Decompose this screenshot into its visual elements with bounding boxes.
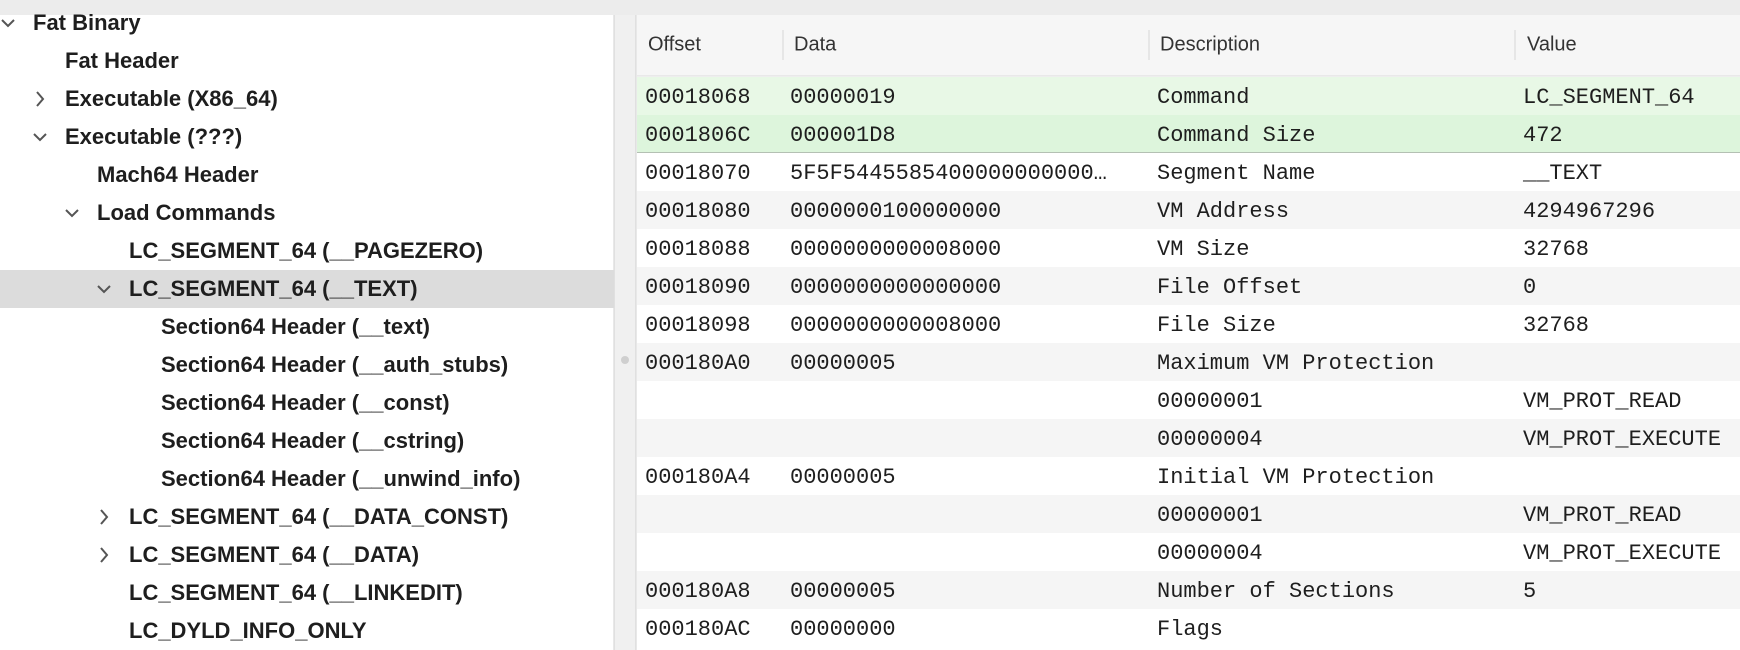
table-cell: 00018088 (645, 237, 751, 262)
table-cell: File Size (1157, 313, 1276, 338)
tree-item[interactable]: Section64 Header (__cstring) (161, 428, 464, 453)
table-cell: 000001D8 (790, 123, 896, 148)
table-cell: 32768 (1523, 313, 1589, 338)
table-header (637, 15, 1740, 76)
table-row[interactable] (637, 153, 1740, 191)
table-cell: 0000000000008000 (790, 313, 1001, 338)
tree-panel (0, 15, 614, 650)
tree-item[interactable]: Executable (X86_64) (65, 86, 278, 111)
table-cell: 00000001 (1157, 389, 1263, 414)
table-cell: 5F5F5445585400000000000… (790, 161, 1107, 186)
disclosure-chevron[interactable] (1, 19, 15, 28)
table-cell: Command (1157, 85, 1249, 110)
table-cell: __TEXT (1522, 161, 1602, 186)
split-divider[interactable] (614, 15, 636, 650)
table-row[interactable] (637, 267, 1740, 305)
tree-item[interactable]: Mach64 Header (97, 162, 259, 187)
disclosure-chevron[interactable] (33, 133, 47, 142)
table-cell: 00000004 (1157, 427, 1263, 452)
table-row[interactable] (637, 77, 1740, 115)
disclosure-chevron[interactable] (65, 209, 79, 218)
table-cell: LC_SEGMENT_64 (1523, 85, 1695, 110)
table-cell: 5 (1523, 579, 1536, 604)
column-header[interactable]: Value (1527, 33, 1577, 55)
tree-item[interactable]: Fat Header (65, 48, 179, 73)
table-cell: VM Address (1157, 199, 1289, 224)
table-cell: VM_PROT_EXECUTE (1523, 541, 1721, 566)
toolbar-strip (0, 0, 1740, 15)
column-header[interactable]: Data (794, 33, 837, 55)
table-cell: 00018070 (645, 161, 751, 186)
tree-item[interactable]: Section64 Header (__const) (161, 390, 450, 415)
table-cell: 0000000100000000 (790, 199, 1001, 224)
table-cell: 00018080 (645, 199, 751, 224)
tree-item[interactable]: Load Commands (97, 200, 275, 225)
table-cell: 32768 (1523, 237, 1589, 262)
disclosure-chevron[interactable] (97, 285, 111, 294)
table-cell: Number of Sections (1157, 579, 1395, 604)
table-cell: VM_PROT_EXECUTE (1523, 427, 1721, 452)
column-header[interactable]: Offset (648, 33, 701, 55)
table-row[interactable] (637, 343, 1740, 381)
column-header[interactable]: Description (1160, 33, 1260, 55)
table-cell: Segment Name (1157, 161, 1315, 186)
table-cell: 472 (1523, 123, 1563, 148)
table-row[interactable] (637, 457, 1740, 495)
table-cell: 00000005 (790, 579, 896, 604)
tree-item[interactable]: Executable (???) (65, 124, 242, 149)
table-cell: 00018068 (645, 85, 751, 110)
table-cell: 0000000000008000 (790, 237, 1001, 262)
table-cell: 00000004 (1157, 541, 1263, 566)
divider-handle (621, 356, 629, 364)
table-cell: 000180A0 (645, 351, 751, 376)
table-row[interactable] (637, 115, 1740, 153)
table-cell: Maximum VM Protection (1157, 351, 1434, 376)
table-cell: VM_PROT_READ (1523, 389, 1681, 414)
table-cell: 00000005 (790, 465, 896, 490)
table-row[interactable] (637, 495, 1740, 533)
table-cell: 00000019 (790, 85, 896, 110)
table-cell: VM Size (1157, 237, 1249, 262)
table-cell: 0001806C (645, 123, 751, 148)
table-cell: Initial VM Protection (1157, 465, 1434, 490)
table-cell: 00000000 (790, 617, 896, 642)
table-cell: 00000005 (790, 351, 896, 376)
disclosure-chevron[interactable] (36, 91, 45, 107)
table-cell: VM_PROT_READ (1523, 503, 1681, 528)
tree-item[interactable]: Fat Binary (33, 10, 141, 35)
tree-item[interactable]: LC_SEGMENT_64 (__PAGEZERO) (129, 238, 483, 263)
table-cell: 0 (1523, 275, 1536, 300)
tree-item[interactable]: LC_SEGMENT_64 (__DATA_CONST) (129, 504, 508, 529)
tree-item[interactable]: LC_SEGMENT_64 (__TEXT) (129, 276, 418, 301)
tree-item[interactable]: LC_DYLD_INFO_ONLY (129, 618, 367, 643)
table-row[interactable] (637, 191, 1740, 229)
table-cell: Command Size (1157, 123, 1315, 148)
table-cell: 00018098 (645, 313, 751, 338)
tree-item[interactable]: LC_SEGMENT_64 (__LINKEDIT) (129, 580, 463, 605)
tree-item[interactable]: Section64 Header (__unwind_info) (161, 466, 520, 491)
table-row[interactable] (637, 533, 1740, 571)
table-cell: 000180A4 (645, 465, 751, 490)
table-cell: 0000000000000000 (790, 275, 1001, 300)
table-cell: 00018090 (645, 275, 751, 300)
table-row[interactable] (637, 609, 1740, 647)
table-cell: 000180A8 (645, 579, 751, 604)
tree-item[interactable]: LC_SEGMENT_64 (__DATA) (129, 542, 419, 567)
disclosure-chevron[interactable] (100, 547, 109, 563)
tree-item[interactable]: Section64 Header (__text) (161, 314, 430, 339)
table-row[interactable] (637, 419, 1740, 457)
table-cell: 00000001 (1157, 503, 1263, 528)
table-row[interactable] (637, 229, 1740, 267)
table-cell: Flags (1157, 617, 1223, 642)
disclosure-chevron[interactable] (100, 509, 109, 525)
tree-item[interactable]: Section64 Header (__auth_stubs) (161, 352, 508, 377)
table-cell: File Offset (1157, 275, 1302, 300)
table-row[interactable] (637, 381, 1740, 419)
table-cell: 4294967296 (1523, 199, 1655, 224)
table-row[interactable] (637, 571, 1740, 609)
table-row[interactable] (637, 305, 1740, 343)
table-cell: 000180AC (645, 617, 751, 642)
